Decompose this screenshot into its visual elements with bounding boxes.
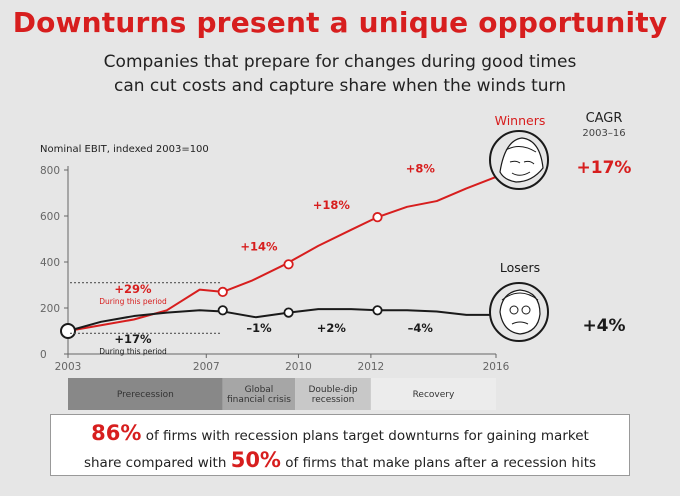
callout-line-2: share compared with 50% of firms that ma… [51,448,629,475]
phase-band [370,378,496,410]
data-point [372,212,383,223]
segment-label: –4% [408,321,434,335]
period-note: During this period [99,297,167,306]
callout-line-1: 86% of firms with recession plans target… [51,421,629,448]
series-label-losers: Losers [500,260,540,275]
x-tick-label: 2007 [193,361,220,373]
loser-face-illustration [489,282,549,342]
data-point [217,305,228,316]
data-point [283,307,294,318]
phase-band [68,378,223,410]
data-point [283,259,294,270]
y-tick-label: 0 [40,349,47,361]
callout-text-2-post: of firms that make plans after a recessi… [285,455,597,471]
phase-band [295,378,371,410]
subtitle: Companies that prepare for changes durin… [0,50,680,98]
phase-band [222,378,296,410]
x-tick-label: 2012 [358,361,385,373]
winner-face-illustration [489,130,549,190]
cagr-value-winners: +17% [577,158,632,178]
data-point [217,286,228,297]
page-title: Downturns present a unique opportunity [12,6,668,39]
x-tick-label: 2003 [55,361,82,373]
phase-label: Double-dip [308,385,357,395]
cagr-header: CAGR [586,111,623,126]
period-value: +17% [114,332,152,346]
data-point [372,305,383,316]
start-point [60,323,76,339]
stat-50: 50% [230,448,281,472]
x-tick-label: 2010 [285,361,312,373]
winner-face-head [499,137,544,183]
subtitle-line-1: Companies that prepare for changes durin… [103,52,577,72]
phase-label: Prerecession [117,390,174,400]
phase-label: financial crisis [227,395,291,405]
phase-label: Global [245,385,274,395]
phase-label: Recovery [413,390,455,400]
period-value: +29% [114,282,152,296]
cagr-range: 2003–16 [582,128,625,139]
segment-label: +18% [313,198,351,212]
y-tick-label: 600 [40,211,60,223]
stat-86: 86% [91,421,142,445]
cagr-value-losers: +4% [582,316,625,336]
y-tick-label: 800 [40,165,60,177]
subtitle-line-2: can cut costs and capture share when the… [113,76,567,96]
segment-label: +14% [240,240,278,254]
callout-box: 86% of firms with recession plans target… [50,414,630,476]
phase-label: recession [312,395,355,405]
series-label-winners: Winners [495,113,546,128]
segment-label: +2% [317,321,347,335]
x-tick-label: 2016 [483,361,510,373]
loser-face-features [501,292,539,325]
segment-label: +8% [406,161,436,175]
series-line-winners [67,175,497,332]
loser-face-head [499,289,541,335]
segment-label: –1% [246,321,272,335]
y-tick-label: 400 [40,257,60,269]
callout-text-1: of firms with recession plans target dow… [145,428,589,444]
winner-face-features [505,146,537,176]
y-axis-label: Nominal EBIT, indexed 2003=100 [40,144,209,155]
y-tick-label: 200 [40,303,60,315]
callout-text-2-pre: share compared with [83,455,227,471]
period-note: During this period [99,347,167,356]
